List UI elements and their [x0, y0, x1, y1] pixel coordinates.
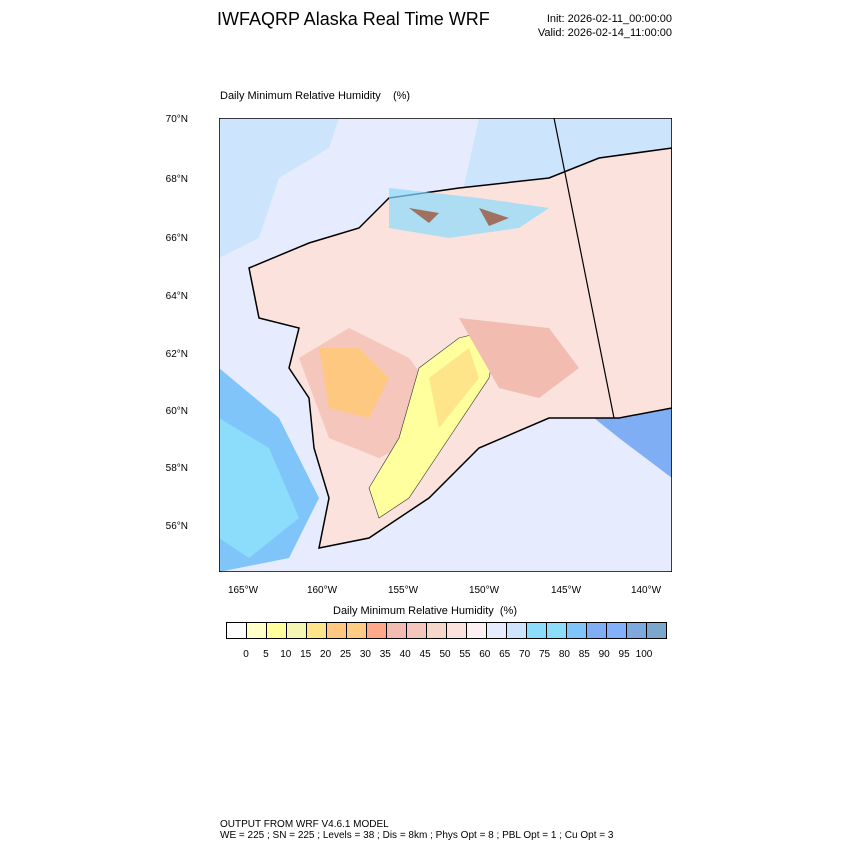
model-config: WE = 225 ; SN = 225 ; Levels = 38 ; Dis … [220, 830, 614, 841]
colorbar-swatch [507, 623, 527, 638]
colorbar-label: 55 [459, 649, 471, 660]
chugach-area [459, 318, 579, 398]
colorbar-swatch [607, 623, 627, 638]
colorbar-swatch [407, 623, 427, 638]
colorbar-label: 60 [479, 649, 491, 660]
lat-label: 64°N [165, 291, 188, 302]
colorbar-swatch [567, 623, 587, 638]
init-time: Init: 2026-02-11_00:00:00 [546, 13, 672, 25]
lon-label: 150°W [468, 585, 500, 596]
lon-label: 165°W [227, 585, 259, 596]
colorbar-label: 20 [320, 649, 332, 660]
lon-label: 160°W [306, 585, 338, 596]
colorbar-label: 100 [635, 649, 653, 660]
plot-title: IWFAQRP Alaska Real Time WRF [217, 9, 490, 29]
valid-time: Valid: 2026-02-14_11:00:00 [537, 27, 672, 39]
lat-label: 62°N [165, 349, 188, 360]
colorbar-swatch [427, 623, 447, 638]
colorbar-swatch [387, 623, 407, 638]
colorbar-swatch [447, 623, 467, 638]
colorbar-label: 10 [280, 649, 292, 660]
colorbar-label: 90 [598, 649, 610, 660]
colorbar-label: 45 [419, 649, 431, 660]
lat-label: 58°N [165, 463, 188, 474]
lat-label: 56°N [165, 521, 188, 532]
colorbar-label: 35 [379, 649, 391, 660]
bering-sea-inner [219, 418, 299, 558]
humidity-map [219, 118, 672, 572]
lat-label: 68°N [165, 174, 188, 185]
lon-label: 145°W [550, 585, 582, 596]
colorbar-label: 0 [243, 649, 249, 660]
lat-label: 66°N [165, 233, 188, 244]
colorbar-label: 75 [538, 649, 551, 660]
colorbar-swatch [647, 623, 666, 638]
colorbar-label: 15 [300, 649, 312, 660]
colorbar-swatch [247, 623, 267, 638]
colorbar-label: 30 [359, 649, 371, 660]
colorbar-swatch [627, 623, 647, 638]
colorbar-title: Daily Minimum Relative Humidity (%) [333, 605, 517, 617]
colorbar-label: 65 [499, 649, 511, 660]
brooks-range [389, 188, 549, 238]
colorbar-label: 70 [519, 649, 531, 660]
arctic-ocean [219, 118, 339, 258]
colorbar-label: 50 [439, 649, 451, 660]
us-canada-border [553, 118, 615, 419]
colorbar-swatch [547, 623, 567, 638]
colorbar-swatch [227, 623, 247, 638]
dry-area-orange [319, 348, 389, 418]
colorbar-label: 85 [578, 649, 590, 660]
lon-label: 140°W [630, 585, 662, 596]
colorbar-swatch [467, 623, 487, 638]
colorbar-label: 5 [263, 649, 269, 660]
lon-label: 155°W [387, 585, 419, 596]
colorbar-swatch [307, 623, 327, 638]
colorbar-swatch [267, 623, 287, 638]
model-info: OUTPUT FROM WRF V4.6.1 MODEL [220, 819, 389, 830]
colorbar-label: 25 [339, 649, 352, 660]
colorbar-swatch [287, 623, 307, 638]
colorbar-swatch [347, 623, 367, 638]
colorbar-label: 80 [558, 649, 570, 660]
colorbar-label: 95 [618, 649, 630, 660]
brooks-peaks [409, 208, 509, 226]
alaska-range-core [429, 348, 479, 428]
lat-label: 60°N [165, 406, 188, 417]
colorbar-swatch [367, 623, 387, 638]
colorbar-swatch [487, 623, 507, 638]
colorbar-swatch [587, 623, 607, 638]
map-field-title: Daily Minimum Relative Humidity (%) [220, 90, 411, 102]
colorbar-label: 40 [399, 649, 411, 660]
colorbar [226, 622, 667, 639]
colorbar-swatch [327, 623, 347, 638]
colorbar-swatch [527, 623, 547, 638]
lat-label: 70°N [165, 114, 188, 125]
